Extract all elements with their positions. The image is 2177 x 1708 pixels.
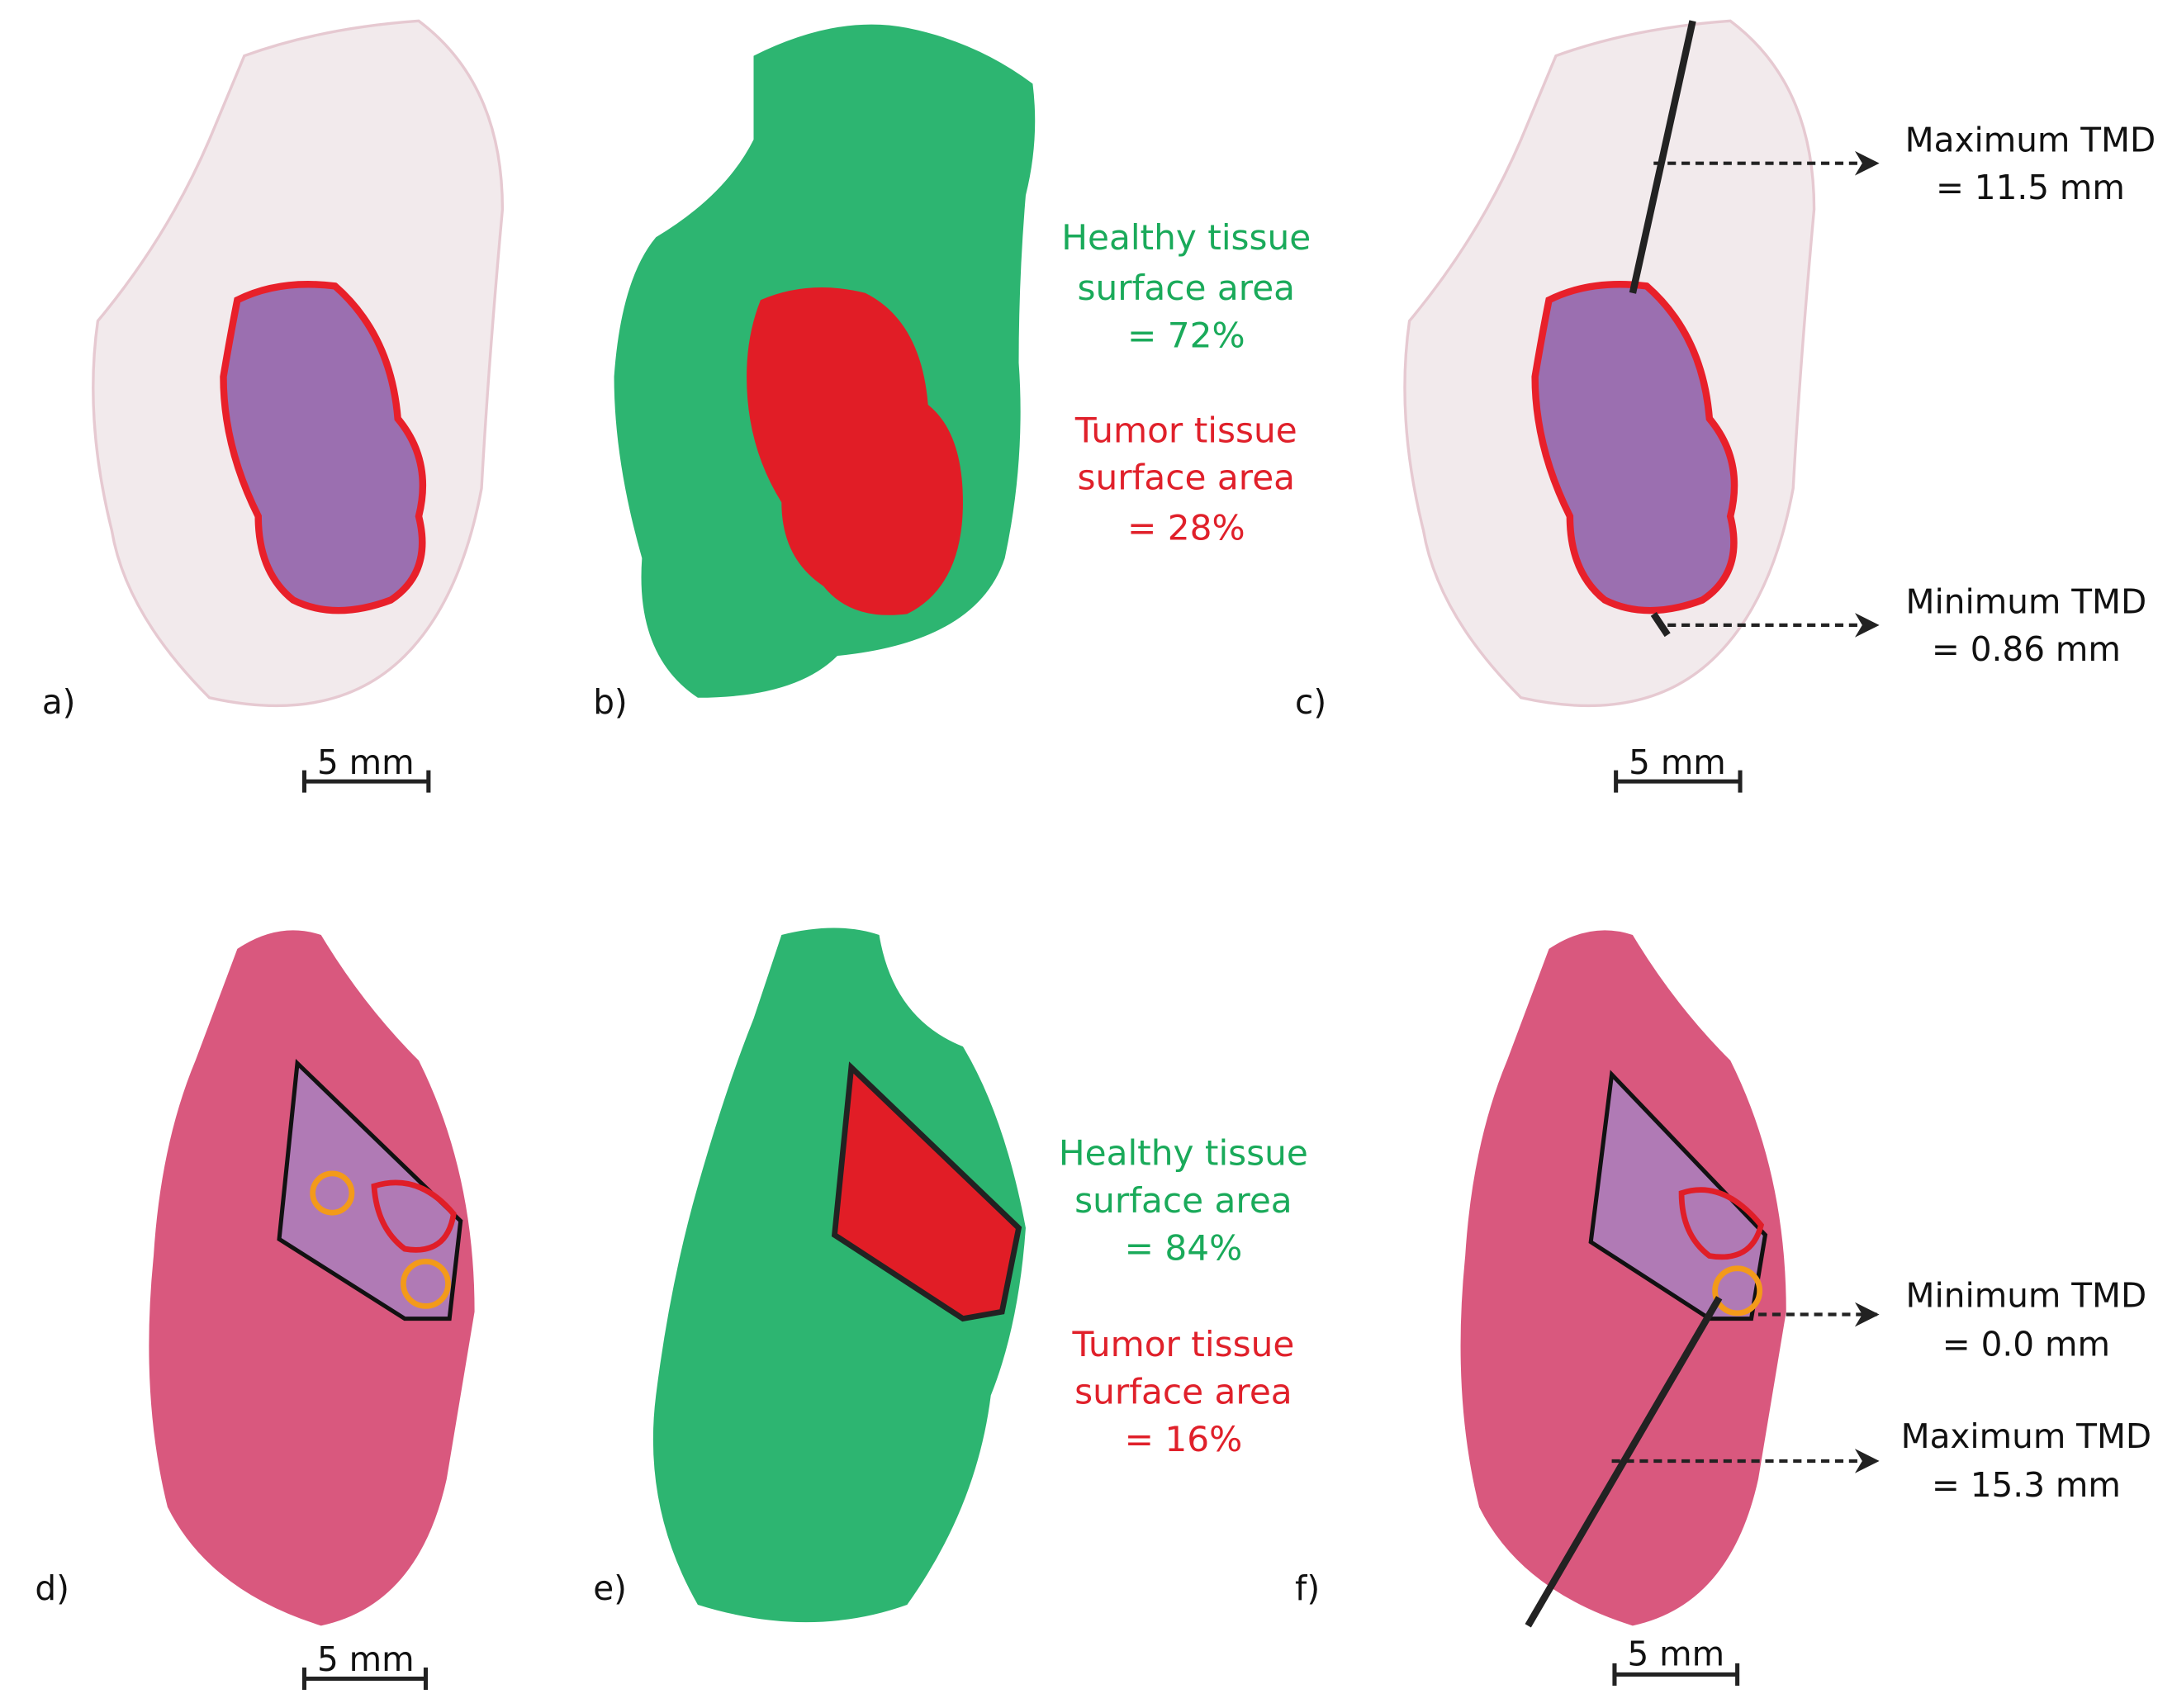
measurement: Minimum TMD	[1906, 1275, 2147, 1315]
panel-e	[652, 928, 1026, 1623]
healthy-area	[652, 928, 1026, 1623]
scale-label: 5 mm	[1627, 1634, 1724, 1673]
panel-label: e)	[593, 1568, 627, 1608]
healthy-text: = 72%	[1127, 315, 1245, 355]
tumor-text: surface area	[1074, 1371, 1292, 1411]
panel-label: f)	[1295, 1568, 1320, 1608]
tumor-area	[831, 1061, 1022, 1322]
tumor-text: surface area	[1077, 458, 1295, 498]
panel-label: c)	[1295, 682, 1326, 722]
measurement: Maximum TMD	[1905, 120, 2156, 159]
healthy-text: surface area	[1074, 1180, 1292, 1221]
texts: 5 mm 5 mm 5 mm 5 mm a) b) c) d) e) f) He…	[35, 120, 2156, 1679]
panel-label: d)	[35, 1568, 69, 1608]
panel-f	[1460, 930, 1880, 1628]
healthy-text: surface area	[1077, 268, 1295, 308]
measurement: Maximum TMD	[1901, 1416, 2152, 1456]
scale-label: 5 mm	[317, 743, 415, 782]
tumor-text: = 28%	[1127, 508, 1245, 548]
panel-c	[1403, 19, 1880, 708]
panel-b	[614, 24, 1036, 698]
panel-d	[149, 930, 475, 1626]
measurement: Minimum TMD	[1906, 582, 2147, 622]
tumor-text: = 16%	[1125, 1419, 1243, 1459]
panel-label: b)	[593, 682, 628, 722]
healthy-text: = 84%	[1125, 1227, 1243, 1268]
measurement: = 0.86 mm	[1932, 629, 2121, 669]
healthy-text: Healthy tissue	[1059, 1132, 1308, 1173]
measurement: = 11.5 mm	[1936, 168, 2125, 207]
healthy-text: Healthy tissue	[1061, 217, 1311, 258]
scale-label: 5 mm	[317, 1639, 415, 1679]
tumor-text: Tumor tissue	[1074, 410, 1297, 450]
tumor-text: Tumor tissue	[1071, 1324, 1294, 1364]
measurement: = 0.0 mm	[1942, 1324, 2110, 1364]
measurement: = 15.3 mm	[1932, 1465, 2121, 1505]
scale-bars	[301, 770, 1743, 1691]
tumor-area	[747, 287, 963, 615]
panel-a	[92, 19, 505, 708]
panel-label: a)	[42, 682, 76, 722]
scale-label: 5 mm	[1629, 743, 1726, 782]
